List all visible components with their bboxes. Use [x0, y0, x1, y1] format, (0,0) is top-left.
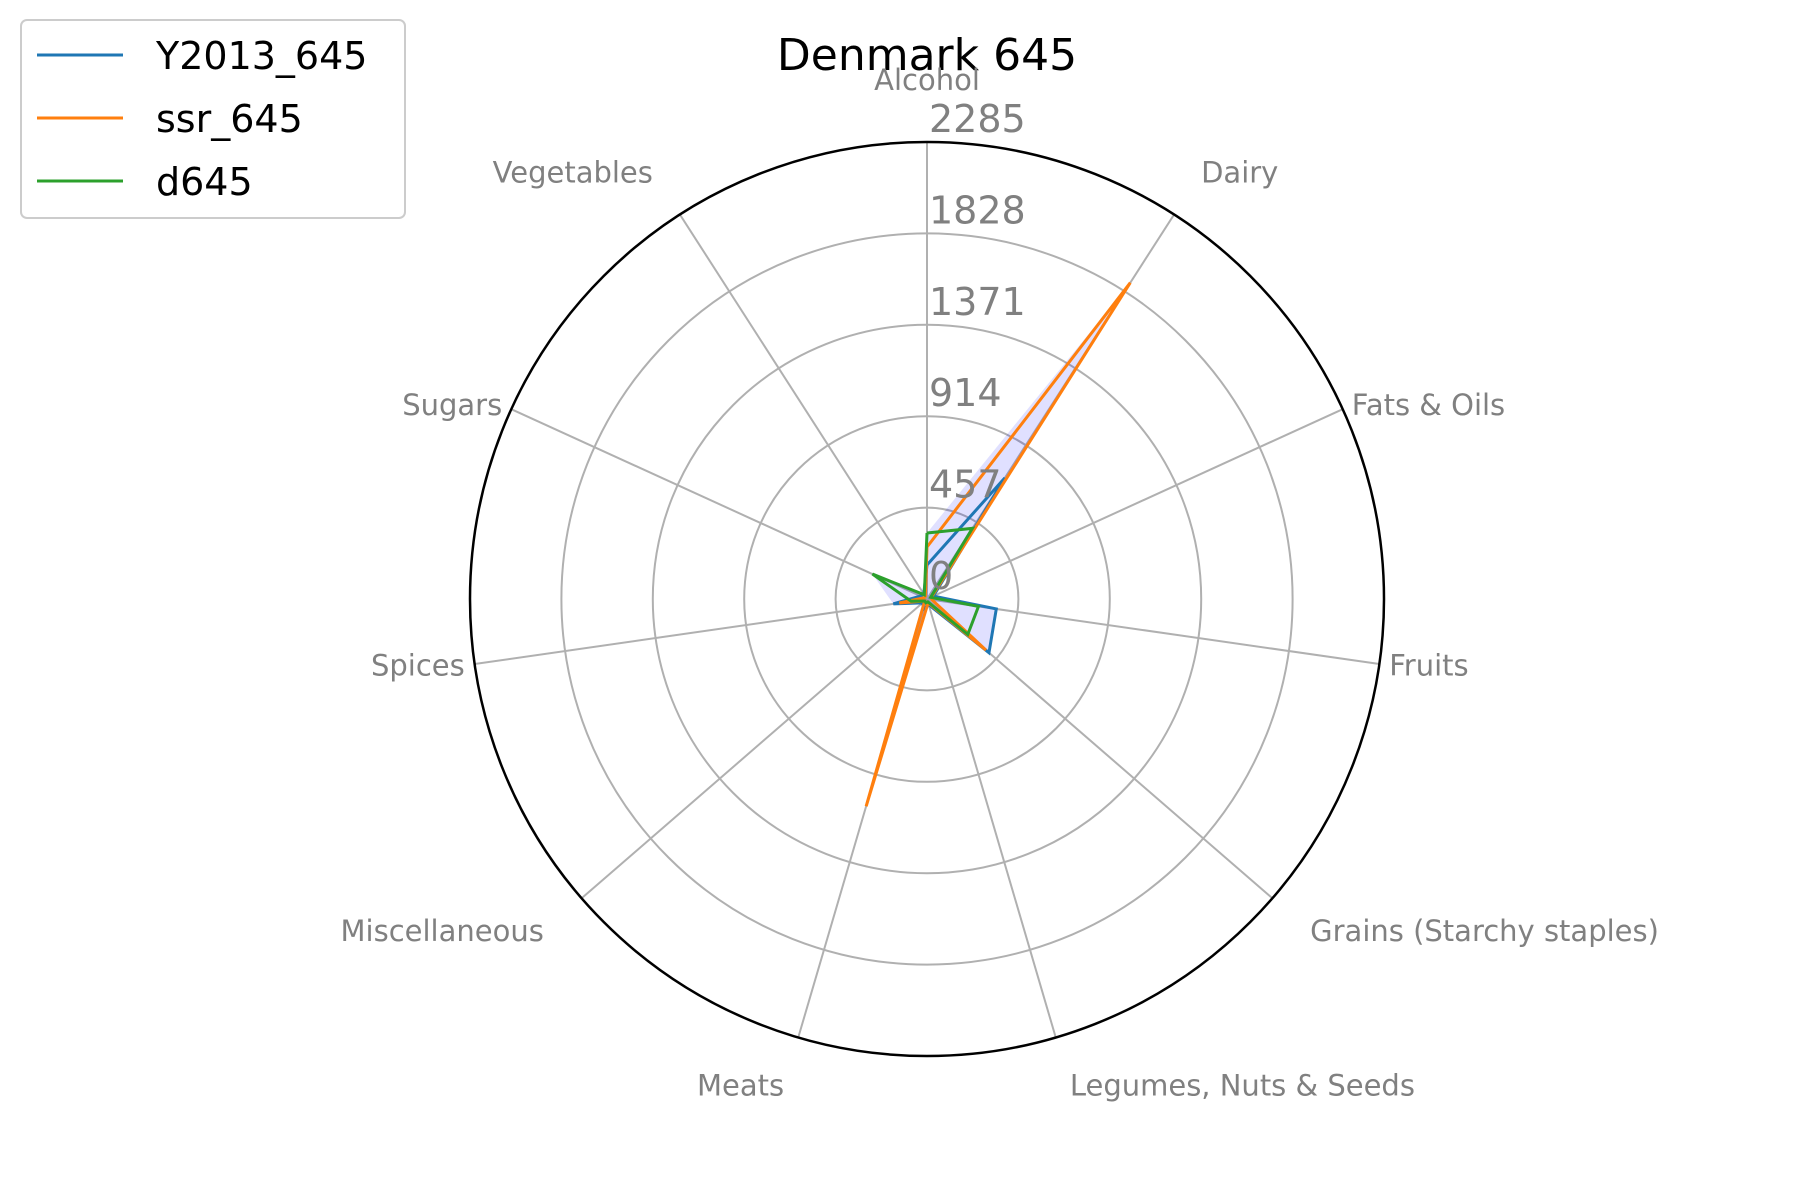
- grid-spoke: [926, 598, 1057, 1038]
- category-label: Alcohol: [874, 63, 980, 97]
- series-lines: [864, 281, 1132, 807]
- category-label: Grains (Starchy staples): [1310, 914, 1659, 948]
- chart-title: Denmark 645: [777, 30, 1077, 81]
- radial-tick-label: 2285: [929, 97, 1026, 141]
- grid-spoke: [510, 408, 928, 600]
- legend-label: d645: [156, 160, 253, 204]
- series-line-d645: [871, 526, 981, 637]
- radial-tick-label: 914: [929, 371, 1002, 415]
- grid-spoke: [926, 408, 1344, 600]
- series-range-fill: [866, 282, 1131, 807]
- category-labels: Alcohol Dairy Fats & Oils Fruits Grains (Sta…: [341, 63, 1659, 1102]
- area-fill: [866, 282, 1131, 807]
- category-label: Legumes, Nuts & Seeds: [1070, 1068, 1415, 1102]
- radial-tick-labels: 0 457 914 1371 1828 2285: [929, 97, 1026, 598]
- legend-label: Y2013_645: [155, 34, 367, 78]
- grid-spoke: [474, 598, 928, 666]
- grid-spoke: [926, 598, 1380, 666]
- category-label: Vegetables: [493, 155, 653, 189]
- category-label: Meats: [697, 1068, 784, 1102]
- legend-box: [20, 19, 406, 219]
- legend-label: ssr_645: [156, 97, 303, 141]
- radial-tick-label: 0: [929, 554, 953, 598]
- radial-tick-label: 457: [929, 463, 1002, 507]
- category-label: Fruits: [1389, 648, 1468, 682]
- legend: Y2013_645 ssr_645 d645: [20, 19, 406, 219]
- grid-spoke: [679, 214, 928, 600]
- radial-tick-label: 1371: [929, 280, 1026, 324]
- category-label: Spices: [371, 648, 465, 682]
- grid-spoke: [580, 598, 928, 900]
- category-label: Miscellaneous: [341, 914, 544, 948]
- category-label: Dairy: [1201, 155, 1278, 189]
- series-line-ssr-645: [864, 281, 1132, 807]
- category-label: Sugars: [402, 388, 502, 422]
- category-label: Fats & Oils: [1352, 388, 1505, 422]
- radial-tick-label: 1828: [929, 188, 1026, 232]
- outer-frame: [468, 140, 1386, 1058]
